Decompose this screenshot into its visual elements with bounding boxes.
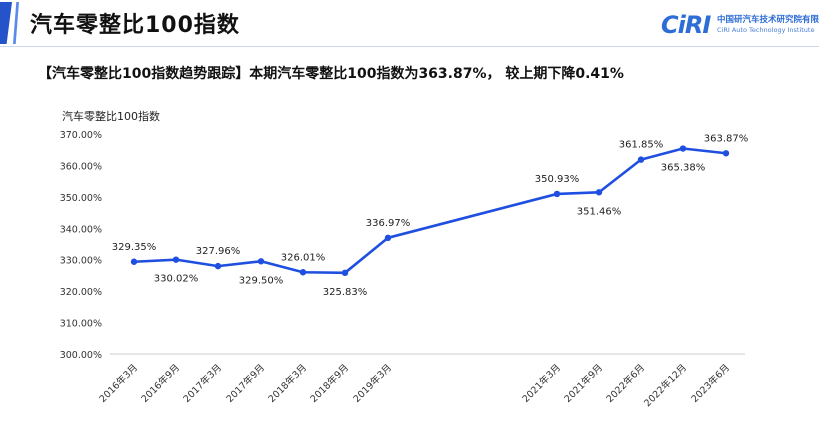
y-tick-label: 330.00% bbox=[60, 256, 102, 267]
data-point bbox=[384, 234, 392, 242]
page-title: 汽车零整比100指数 bbox=[30, 13, 240, 38]
x-tick-label: 2019年3月 bbox=[351, 362, 394, 405]
data-point bbox=[130, 258, 138, 265]
data-point bbox=[679, 145, 687, 152]
ciri-logo: CiRI 中国研汽车技术研究院有限公司 CiRI Auto Technology… bbox=[661, 11, 819, 39]
y-tick-label: 340.00% bbox=[60, 224, 102, 235]
data-label: 361.85% bbox=[619, 140, 664, 151]
x-tick-label: 2022年12月 bbox=[642, 362, 690, 410]
x-tick-label: 2018年3月 bbox=[266, 362, 309, 405]
data-point bbox=[722, 150, 730, 157]
data-label: 336.97% bbox=[366, 218, 411, 229]
data-point bbox=[595, 189, 603, 196]
x-tick-label: 2022年6月 bbox=[604, 362, 647, 405]
chart-subtitle: 【汽车零整比100指数趋势跟踪】本期汽车零整比100指数为363.87%， 较上… bbox=[38, 66, 624, 82]
y-tick-label: 370.00% bbox=[60, 130, 102, 141]
x-tick-label: 2023年6月 bbox=[689, 362, 732, 405]
x-tick-label: 2016年9月 bbox=[139, 362, 182, 405]
data-point bbox=[341, 269, 349, 277]
data-label: 326.01% bbox=[281, 252, 326, 263]
logo-chinese-name: 中国研汽车技术研究院有限公司 bbox=[717, 15, 819, 25]
x-tick-label: 2017年3月 bbox=[181, 362, 224, 405]
y-tick-label: 300.00% bbox=[60, 350, 102, 361]
x-tick-label: 2016年3月 bbox=[97, 362, 140, 405]
x-tick-label: 2021年3月 bbox=[520, 362, 563, 405]
y-tick-label: 310.00% bbox=[60, 319, 102, 330]
header-accent-stripe bbox=[13, 2, 19, 44]
data-point bbox=[553, 190, 561, 198]
data-point bbox=[214, 262, 222, 270]
data-point bbox=[299, 269, 307, 276]
data-label: 363.87% bbox=[704, 133, 749, 144]
x-tick-label: 2017年9月 bbox=[224, 362, 267, 405]
data-point bbox=[637, 156, 645, 163]
data-label: 329.50% bbox=[239, 275, 284, 286]
series-line bbox=[133, 147, 727, 275]
data-label: 365.38% bbox=[661, 163, 706, 174]
header-bar: 汽车零整比100指数 CiRI 中国研汽车技术研究院有限公司 CiRI Auto… bbox=[0, 0, 819, 47]
data-label: 329.35% bbox=[112, 242, 157, 253]
logo-mark: CiRI bbox=[661, 11, 711, 39]
data-label: 330.02% bbox=[154, 274, 199, 285]
y-axis-title: 汽车零整比100指数 bbox=[62, 109, 160, 123]
x-tick-label: 2018年9月 bbox=[308, 362, 351, 405]
y-tick-label: 360.00% bbox=[60, 161, 102, 172]
logo-english-name: CiRI Auto Technology Institute bbox=[717, 26, 815, 34]
data-label: 350.93% bbox=[535, 174, 580, 185]
data-point bbox=[172, 256, 180, 263]
y-tick-label: 320.00% bbox=[60, 287, 102, 298]
data-label: 325.83% bbox=[323, 287, 368, 298]
data-point bbox=[257, 258, 265, 265]
data-label: 327.96% bbox=[196, 246, 241, 257]
data-label: 351.46% bbox=[577, 206, 622, 217]
x-tick-label: 2021年9月 bbox=[562, 362, 605, 405]
y-tick-label: 350.00% bbox=[60, 193, 102, 204]
